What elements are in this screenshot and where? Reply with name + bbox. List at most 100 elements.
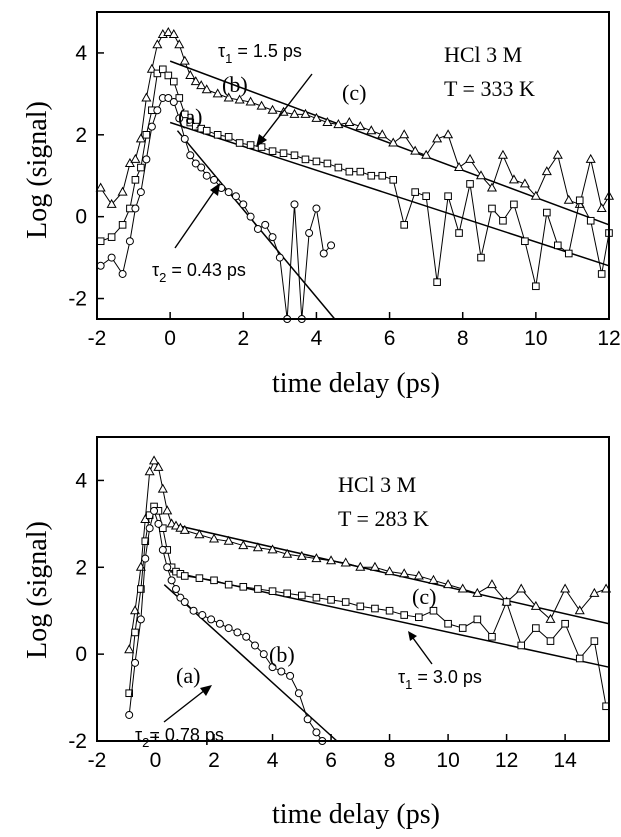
- series-b-point: [236, 140, 243, 147]
- series-b-point: [555, 242, 562, 249]
- series-a-point: [313, 205, 320, 212]
- series-b-point: [386, 607, 393, 614]
- series-a-point: [97, 262, 104, 269]
- series-b-point: [379, 172, 386, 179]
- tau1-arrow: [413, 638, 432, 664]
- fit-lines: [164, 524, 609, 741]
- series-c-point: [477, 171, 485, 179]
- series-c-point: [488, 580, 496, 588]
- series-b-point: [313, 594, 320, 601]
- series-b-point: [291, 152, 298, 159]
- series-a-point: [198, 164, 205, 171]
- series-a-point: [137, 616, 144, 623]
- x-tick-label: 10: [524, 327, 547, 350]
- series-a-point: [287, 672, 294, 679]
- series-b-point: [562, 620, 569, 627]
- series-a-point: [269, 234, 276, 241]
- series-b-point: [225, 581, 232, 588]
- series-c-point: [137, 563, 145, 571]
- series-b-point: [138, 164, 145, 171]
- y-tick-label: -2: [68, 730, 87, 753]
- series-a-point: [154, 107, 161, 114]
- y-axis-label: Log (signal): [22, 521, 53, 659]
- x-tick-label: 0: [164, 327, 176, 350]
- series-b-point: [478, 254, 485, 261]
- series-a-point: [187, 152, 194, 159]
- series-c-point: [444, 130, 452, 138]
- series-b-point: [255, 586, 262, 593]
- series-b-point: [533, 625, 540, 632]
- series-a-point: [320, 250, 327, 257]
- series-b-point: [211, 577, 218, 584]
- series-label-a: (a): [176, 663, 200, 688]
- series-b-point: [143, 132, 150, 139]
- series-b-point: [372, 605, 379, 612]
- series-b-point: [467, 181, 474, 188]
- series-a-point: [211, 176, 218, 183]
- sample-label: HCl 3 M: [444, 42, 522, 67]
- series-b-point: [518, 642, 525, 649]
- series-b-point: [533, 283, 540, 290]
- series-b-point: [299, 592, 306, 599]
- series-a-point: [234, 629, 241, 636]
- x-tick-label: 6: [325, 749, 337, 772]
- series-b-point: [181, 573, 188, 580]
- series-a-point: [278, 668, 285, 675]
- x-tick-label: 8: [457, 327, 469, 350]
- series-a-point: [225, 625, 232, 632]
- series-a-point: [225, 189, 232, 196]
- x-axis-label: time delay (ps): [272, 368, 440, 399]
- series-c-point: [543, 167, 551, 175]
- tau1-label: τ1 = 1.5 ps: [218, 41, 302, 66]
- series-b-point: [357, 168, 364, 175]
- series-a-point: [304, 716, 311, 723]
- y-tick-label: 0: [75, 643, 87, 666]
- series-a-point: [190, 607, 197, 614]
- series-a-point: [108, 254, 115, 261]
- series-a-point: [216, 620, 223, 627]
- tau1-value: 1.5 ps: [253, 41, 302, 61]
- series-a-point: [276, 254, 283, 261]
- panel-bottom: -202468101214-2024 Log (signal) time del…: [22, 437, 610, 830]
- series-b-point: [108, 234, 115, 241]
- temperature-label: T = 283 K: [338, 506, 429, 531]
- x-tick-label: 14: [553, 749, 577, 772]
- tau2-arrow: [175, 190, 215, 248]
- y-tick-label: 4: [75, 42, 87, 65]
- tau1-arrow: [262, 74, 312, 139]
- series-b-point: [342, 599, 349, 606]
- series-a-point: [243, 633, 250, 640]
- series-a-point: [170, 99, 177, 106]
- series-c-point: [455, 163, 463, 171]
- series-a-point: [172, 586, 179, 593]
- series-a-point: [232, 193, 239, 200]
- x-tick-label: 0: [150, 749, 162, 772]
- series-c-point: [153, 40, 161, 48]
- series-c-point: [561, 585, 569, 593]
- series-a-point: [126, 711, 133, 718]
- series-b-point: [346, 168, 353, 175]
- series-label-a: (a): [178, 104, 202, 129]
- series-a-point: [181, 599, 188, 606]
- series-b-point: [119, 222, 126, 229]
- temperature-label: T = 333 K: [444, 76, 535, 101]
- series-b-point: [203, 127, 210, 134]
- tau2-value: 0.43 ps: [187, 260, 246, 280]
- series-b-point: [302, 156, 309, 163]
- series-a-point: [313, 729, 320, 736]
- x-tick-label: 10: [436, 749, 459, 772]
- tau1-value: 3.0 ps: [433, 667, 482, 687]
- series-b-point: [390, 177, 397, 184]
- series-b-point: [269, 148, 276, 155]
- series-c-point: [159, 485, 167, 493]
- series-a-point: [251, 642, 258, 649]
- tau2-arrowhead: [200, 685, 212, 696]
- series-b-point: [368, 172, 375, 179]
- series-a-point: [168, 577, 175, 584]
- x-tick-label: -2: [88, 327, 107, 350]
- series-c-point: [150, 456, 158, 464]
- series-a-point: [137, 189, 144, 196]
- series-b-point: [196, 575, 203, 582]
- y-tick-label: 2: [75, 124, 87, 147]
